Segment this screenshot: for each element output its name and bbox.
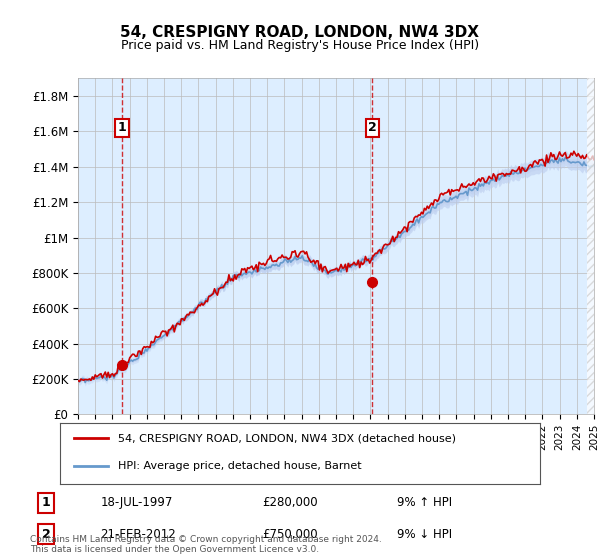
- Text: 18-JUL-1997: 18-JUL-1997: [100, 496, 173, 510]
- Text: Price paid vs. HM Land Registry's House Price Index (HPI): Price paid vs. HM Land Registry's House …: [121, 39, 479, 52]
- Text: Contains HM Land Registry data © Crown copyright and database right 2024.
This d: Contains HM Land Registry data © Crown c…: [30, 535, 382, 554]
- Text: HPI: Average price, detached house, Barnet: HPI: Average price, detached house, Barn…: [118, 461, 361, 471]
- Text: £280,000: £280,000: [262, 496, 318, 510]
- Text: 21-FEB-2012: 21-FEB-2012: [100, 528, 176, 540]
- Text: 2: 2: [42, 528, 50, 540]
- Text: 9% ↑ HPI: 9% ↑ HPI: [397, 496, 452, 510]
- Text: 1: 1: [118, 122, 126, 134]
- Text: 54, CRESPIGNY ROAD, LONDON, NW4 3DX: 54, CRESPIGNY ROAD, LONDON, NW4 3DX: [121, 25, 479, 40]
- Text: 2: 2: [368, 122, 377, 134]
- Text: 9% ↓ HPI: 9% ↓ HPI: [397, 528, 452, 540]
- Text: 54, CRESPIGNY ROAD, LONDON, NW4 3DX (detached house): 54, CRESPIGNY ROAD, LONDON, NW4 3DX (det…: [118, 433, 455, 443]
- Text: £750,000: £750,000: [262, 528, 318, 540]
- Text: 1: 1: [42, 496, 50, 510]
